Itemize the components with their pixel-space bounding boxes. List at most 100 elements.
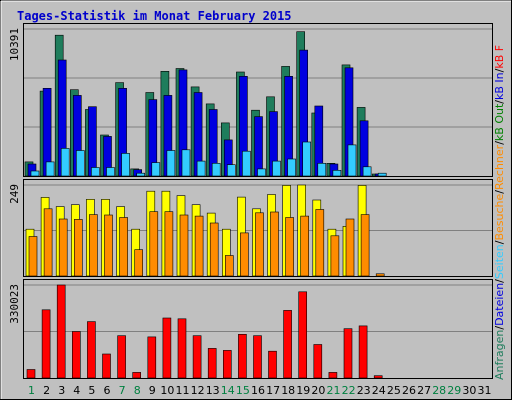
bar-bottom-kb-f-day-8: [132, 372, 141, 379]
bar-bottom-kb-f-day-3: [56, 284, 66, 379]
bar-middle-besuche-day-2: [43, 208, 53, 277]
bar-bottom-kb-f-day-11: [177, 318, 187, 379]
bar-middle-besuche-day-8: [134, 249, 143, 277]
bar-bottom-kb-f-day-6: [102, 353, 111, 379]
x-tick-label-day-12: 12: [191, 384, 205, 397]
bar-top-seiten-day-22: [347, 144, 357, 177]
bar-top-seiten-day-1: [30, 170, 40, 177]
x-tick-label-day-19: 19: [296, 384, 310, 397]
bar-middle-besuche-day-12: [194, 215, 204, 277]
bar-bottom-kb-f-day-9: [147, 336, 157, 379]
bar-bottom-kb-f-day-21: [328, 372, 338, 379]
x-tick-label-day-2: 2: [43, 384, 50, 397]
bar-top-seiten-day-24: [377, 172, 387, 177]
x-tick-label-day-18: 18: [281, 384, 295, 397]
bar-bottom-kb-f-day-7: [117, 335, 126, 379]
bar-bottom-kb-f-day-24: [373, 375, 383, 379]
right-legend-part-3: /: [493, 279, 506, 283]
bar-bottom-kb-f-day-19: [298, 291, 308, 379]
right-legend-part-14: kB F: [493, 45, 506, 69]
panel-top-ymax-label: 10391: [8, 28, 21, 61]
right-legend-part-1: /: [493, 326, 506, 330]
bar-middle-besuche-day-21: [330, 235, 340, 277]
x-tick-label-day-14: 14: [221, 384, 235, 397]
x-tick-label-day-30: 30: [462, 384, 476, 397]
x-tick-label-day-1: 1: [28, 384, 35, 397]
bar-top-seiten-day-15: [242, 150, 251, 177]
bar-middle-besuche-day-22: [345, 218, 355, 277]
right-legend-label: Anfragen/Dateien/Seiten/Besuche/Rechner/…: [493, 45, 506, 380]
bar-top-seiten-day-12: [196, 160, 206, 177]
bar-middle-besuche-day-6: [104, 214, 113, 277]
bar-top-seiten-day-14: [227, 164, 236, 177]
x-tick-label-day-15: 15: [236, 384, 250, 397]
bar-top-seiten-day-5: [91, 167, 100, 177]
bar-middle-besuche-day-10: [164, 211, 174, 277]
x-tick-label-day-7: 7: [119, 384, 126, 397]
x-tick-label-day-24: 24: [372, 384, 386, 397]
bar-bottom-kb-f-day-20: [313, 344, 323, 379]
right-legend-part-5: /: [493, 240, 506, 244]
right-legend-part-11: /: [493, 100, 506, 104]
bar-bottom-kb-f-day-2: [41, 309, 51, 379]
bar-top-seiten-day-2: [45, 161, 55, 177]
x-tick-label-day-20: 20: [311, 384, 325, 397]
bar-top-seiten-day-16: [257, 168, 266, 177]
bar-top-dateien-day-16: [254, 116, 263, 177]
x-tick-label-day-3: 3: [58, 384, 65, 397]
right-legend-part-6: Besuche: [493, 193, 506, 240]
bar-middle-besuche-day-4: [74, 219, 83, 277]
bar-middle-besuche-day-23: [360, 214, 370, 277]
bar-bottom-kb-f-day-12: [192, 335, 202, 379]
right-legend-part-10: kB Out: [493, 103, 506, 141]
x-tick-label-day-4: 4: [73, 384, 80, 397]
x-tick-label-day-9: 9: [149, 384, 156, 397]
right-legend-part-7: /: [493, 190, 506, 194]
x-tick-label-day-25: 25: [387, 384, 401, 397]
x-tick-label-day-29: 29: [447, 384, 461, 397]
x-tick-label-day-21: 21: [327, 384, 341, 397]
bar-middle-besuche-day-16: [255, 212, 264, 277]
bar-bottom-kb-f-day-18: [283, 310, 292, 379]
bar-middle-besuche-day-5: [89, 214, 98, 277]
bar-bottom-kb-f-day-16: [253, 335, 262, 379]
bar-middle-besuche-day-24: [375, 273, 385, 277]
x-tick-label-day-11: 11: [176, 384, 190, 397]
bar-bottom-kb-f-day-22: [343, 328, 353, 379]
x-tick-label-day-22: 22: [342, 384, 356, 397]
bar-middle-besuche-day-13: [209, 222, 219, 277]
bar-top-seiten-day-19: [302, 141, 312, 177]
bar-top-seiten-day-20: [317, 163, 327, 177]
bar-bottom-kb-f-day-1: [26, 369, 36, 379]
bar-middle-besuche-day-7: [119, 217, 128, 277]
bar-top-seiten-day-18: [287, 158, 296, 177]
right-legend-part-0: Anfragen: [493, 330, 506, 380]
x-tick-label-day-8: 8: [134, 384, 141, 397]
bar-top-dateien-day-5: [88, 106, 97, 177]
right-legend-part-13: /: [493, 68, 506, 72]
bar-middle-besuche-day-19: [300, 215, 310, 277]
bar-middle-besuche-day-20: [315, 209, 325, 277]
x-tick-label-day-5: 5: [88, 384, 95, 397]
bar-middle-besuche-day-3: [58, 218, 68, 277]
right-legend-part-4: Seiten: [493, 244, 506, 279]
bar-bottom-kb-f-day-5: [87, 321, 96, 379]
x-tick-label-day-23: 23: [357, 384, 371, 397]
bar-top-seiten-day-8: [136, 172, 145, 177]
bar-top-seiten-day-6: [106, 167, 115, 177]
bar-top-seiten-day-17: [272, 160, 281, 177]
bar-middle-besuche-day-18: [285, 217, 294, 277]
x-tick-label-day-17: 17: [266, 384, 280, 397]
bar-top-seiten-day-4: [76, 150, 85, 177]
bar-top-seiten-day-10: [166, 150, 176, 177]
panel-middle-ymax-label: 249: [8, 184, 21, 204]
bar-bottom-kb-f-day-17: [268, 350, 277, 379]
bar-top-seiten-day-3: [60, 148, 70, 177]
bar-middle-besuche-day-17: [270, 211, 279, 277]
right-legend-part-9: /: [493, 141, 506, 145]
chart-title: Tages-Statistik im Monat February 2015: [17, 9, 292, 23]
bar-top-seiten-day-7: [121, 153, 130, 177]
bar-top-seiten-day-23: [362, 166, 372, 177]
